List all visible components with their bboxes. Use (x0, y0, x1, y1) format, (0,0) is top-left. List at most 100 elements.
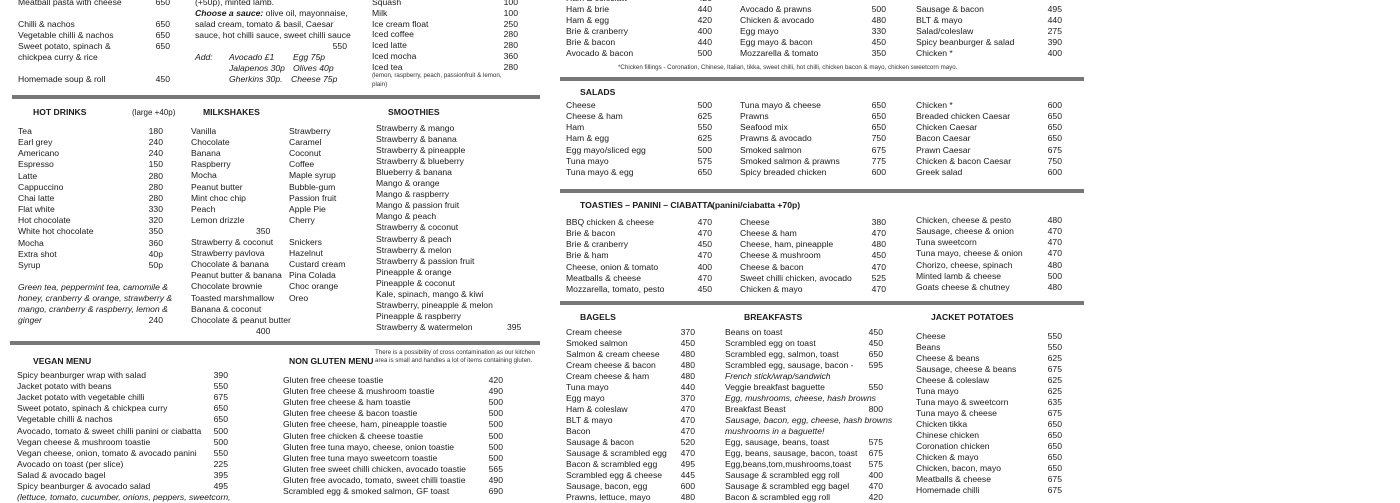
divider (560, 77, 1084, 81)
menu-item: Earl grey 240 (18, 137, 163, 148)
item-price: 330 (148, 204, 163, 215)
menu-item: Ham & egg 420 (566, 15, 712, 26)
item-name: Gluten free cheese & mushroom toastie (283, 386, 435, 397)
menu-item: Cherry (289, 215, 369, 226)
item-name: Gluten free sweet chilli chicken, avocad… (283, 463, 466, 474)
menu-item: Extra shot 40p (18, 249, 163, 260)
sauce-price: 550 (332, 41, 347, 51)
item-name: Chocolate (191, 137, 230, 148)
item-price: 650 (155, 41, 170, 51)
extra: Jalapenos 30p (229, 63, 285, 73)
item-name: Espresso (18, 159, 54, 170)
item-name: Salmon & cream cheese (566, 349, 660, 359)
item-price: 575 (868, 459, 883, 469)
menu-item: Egg mayo 330 (740, 26, 886, 37)
item-name: mushrooms in a baguette! (725, 426, 825, 436)
item-name: Mango & raspberry (376, 189, 450, 200)
item-price: 470 (680, 426, 695, 436)
menu-item: Snickers (289, 237, 369, 248)
item-price: 250 (503, 18, 518, 29)
item-name: Bacon & scrambled egg (566, 459, 658, 469)
item-name: Mozzarella & tomato (740, 48, 819, 58)
menu-item: Mocha (191, 170, 286, 181)
divider (12, 95, 540, 99)
item-price: 675 (1047, 485, 1062, 495)
item-price: 600 (1047, 100, 1062, 110)
menu-item: Greek salad 600 (916, 167, 1062, 178)
item-price: 675 (1047, 144, 1062, 155)
item-price: 480 (680, 492, 695, 502)
item-price: 600 (1047, 166, 1062, 177)
item-name: Snickers (289, 237, 322, 247)
item-name: Ice cream float (372, 18, 429, 29)
item-name: Spicy beanburger & salad (916, 37, 1015, 47)
item-name: Meatball pasta with cheese (18, 0, 122, 7)
item-name: Gluten free cheese & bacon toastie (283, 408, 418, 419)
menu-item: Breakfast Beast 800 (725, 404, 883, 415)
item-name: Tuna mayo (566, 155, 609, 166)
menu-item: Scrambled egg, sausage, bacon - 595 (725, 360, 883, 371)
menu-item: Vanilla (191, 126, 286, 137)
menu-item: Mango & raspberry (376, 189, 506, 200)
item-name: honey, cranberry & orange, strawberry & (18, 293, 173, 304)
menu-item: Egg mayo & bacon 450 (740, 37, 886, 48)
item-price: 240 (148, 148, 163, 159)
item-price: 470 (697, 217, 712, 227)
item-price: 470 (680, 415, 695, 425)
item-price: 500 (213, 436, 228, 447)
menu-item: Bacon 470 (566, 426, 695, 437)
menu-item: Goats cheese & chutney 480 (916, 282, 1062, 293)
item-name: Mango & peach (376, 211, 437, 222)
item-name: Iced coffee (372, 29, 414, 40)
item-price: 470 (871, 261, 886, 272)
menu-item: Tuna mayo 575 (566, 156, 712, 167)
item-name: White hot chocolate (18, 226, 94, 237)
item-name: Mozzarella, tomato, pesto (566, 283, 665, 294)
item-name: Avocado, tomato & sweet chilli panini or… (17, 425, 202, 436)
menu-item: Scrambled egg on toast 450 (725, 338, 883, 349)
menu-item: Chocolate & banana (191, 259, 289, 270)
item-name: Mocha (191, 170, 217, 181)
item-name: BLT & mayo (566, 415, 613, 425)
item-price: 650 (155, 19, 170, 29)
menu-item: Brie & ham 470 (566, 250, 712, 261)
menu-item: Chicken & avocado 480 (740, 15, 886, 26)
menu-item: Tuna mayo & egg 650 (566, 167, 712, 178)
item-price: 690 (488, 486, 503, 496)
menu-item: Brie & cranberry 400 (566, 26, 712, 37)
vegan-note: (lettuce, tomato, cucumber, onions, pepp… (17, 492, 231, 502)
item-name: Sausage, bacon, egg (566, 481, 648, 491)
item-price: 575 (697, 155, 712, 166)
menu-item: Strawberry & peach (376, 234, 506, 245)
menu-item: Tuna mayo & cheese 650 (740, 100, 886, 111)
item-price: 490 (488, 386, 503, 397)
menu-item: Lemon drizzle (191, 215, 286, 226)
gluten-warning: There is a possibility of cross contamin… (375, 349, 535, 356)
item-name: Gluten free cheese & ham toastie (283, 397, 411, 408)
item-name: Pina Colada (289, 270, 336, 281)
item-price: 470 (1047, 248, 1062, 259)
menu-item: Pineapple & coconut (376, 278, 506, 289)
item-price: 370 (680, 327, 695, 337)
menu-item: Chocolate brownie (191, 281, 289, 292)
item-name: Maple syrup (289, 170, 336, 181)
section-title-gluten-free: NON GLUTEN MENU (289, 356, 374, 366)
menu-item: Strawberry & banana (376, 134, 506, 145)
item-name: BLT & mayo (916, 15, 963, 25)
menu-item: Salmon & cream cheese 480 (566, 349, 695, 360)
item-price: 440 (697, 37, 712, 47)
item-price: 150 (148, 159, 163, 170)
item-name: Cheese (566, 100, 596, 110)
item-name: Vegetable chilli & nachos (17, 414, 113, 425)
item-name: Kale, spinach, mango & kiwi (376, 288, 484, 299)
item-name: Coffee (289, 159, 315, 170)
item-name: Egg, beans, sausage, bacon, toast (725, 448, 858, 458)
item-price: 470 (680, 404, 695, 414)
menu-item: Chicken * 600 (916, 100, 1062, 111)
item-name: Tuna mayo & sweetcorn (916, 397, 1009, 407)
item-name: Scrambled egg on toast (725, 338, 816, 348)
item-name: Prawn Caesar (916, 144, 971, 155)
hot-drinks-size-note: (large +40p) (132, 108, 176, 117)
menu-item: Homemade chilli 675 (916, 485, 1062, 496)
menu-item: Spicy beanburger & salad 390 (916, 37, 1062, 48)
